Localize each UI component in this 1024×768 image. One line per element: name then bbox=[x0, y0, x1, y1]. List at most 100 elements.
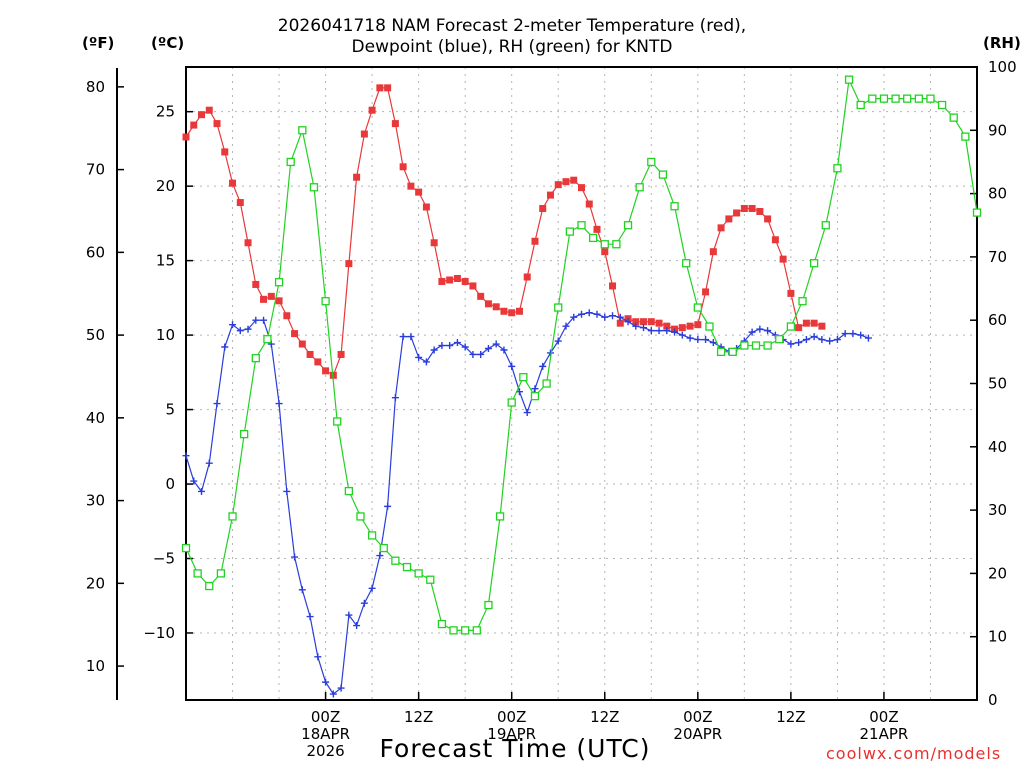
temperature-point bbox=[787, 289, 795, 297]
temperature-point bbox=[678, 324, 686, 332]
rh-point bbox=[740, 341, 749, 350]
dewpoint-point bbox=[539, 362, 547, 370]
rh-point bbox=[205, 581, 214, 591]
dewpoint-point bbox=[415, 353, 423, 361]
rh-point bbox=[937, 100, 947, 110]
rh-point bbox=[309, 183, 319, 192]
fahrenheit-tick-label: 50 bbox=[86, 326, 105, 344]
rh-point bbox=[577, 221, 586, 230]
rh-point bbox=[775, 335, 784, 344]
temperature-point bbox=[616, 319, 624, 327]
credit-link[interactable]: coolwx.com/models bbox=[826, 744, 1002, 763]
temperature-point bbox=[453, 274, 461, 282]
dewpoint-point bbox=[213, 400, 221, 408]
dewpoint-point bbox=[578, 310, 585, 318]
grid-layer bbox=[186, 67, 977, 700]
dewpoint-point bbox=[198, 487, 206, 495]
temperature-point bbox=[446, 276, 454, 284]
dewpoint-point bbox=[756, 325, 764, 333]
rh-point bbox=[891, 94, 900, 103]
temperature-point bbox=[182, 133, 190, 141]
dewpoint-point bbox=[461, 343, 469, 351]
rh-point bbox=[530, 392, 540, 401]
temperature-point bbox=[391, 120, 399, 128]
chart-title-line-2: Dewpoint (blue), RH (green) for KNTD bbox=[351, 37, 673, 57]
dewpoint-point bbox=[841, 330, 849, 338]
dewpoint-point bbox=[857, 331, 865, 339]
temperature-point bbox=[306, 350, 314, 358]
temperature-point bbox=[298, 340, 306, 348]
rh-point bbox=[856, 100, 865, 110]
temperature-point bbox=[314, 358, 322, 366]
rh-point bbox=[193, 569, 202, 578]
temperature-point bbox=[546, 191, 554, 199]
rh-tick-label: 60 bbox=[988, 311, 1007, 329]
rh-axis-label: (RH) bbox=[983, 34, 1021, 52]
rh-point bbox=[321, 297, 330, 306]
dewpoint-point bbox=[236, 327, 244, 335]
celsius-tick-label: 10 bbox=[156, 326, 175, 344]
temperature-point bbox=[205, 106, 213, 114]
rh-point bbox=[519, 373, 528, 382]
temperature-point bbox=[740, 204, 748, 212]
fahrenheit-tick-label: 40 bbox=[86, 409, 105, 427]
rh-point bbox=[833, 164, 842, 173]
dewpoint-point bbox=[593, 310, 601, 318]
rh-point bbox=[495, 512, 505, 521]
rh-point bbox=[716, 347, 726, 357]
dewpoint-point bbox=[810, 333, 818, 341]
rh-point bbox=[251, 354, 260, 363]
celsius-tick-label: 5 bbox=[165, 401, 175, 419]
x-tick-label: 00Z bbox=[311, 708, 340, 726]
rh-point bbox=[379, 543, 388, 553]
series-temperature bbox=[182, 84, 826, 379]
temperature-point bbox=[407, 182, 415, 190]
dewpoint-point bbox=[787, 340, 795, 348]
temperature-point bbox=[384, 84, 392, 92]
x-tick-label: 18APR bbox=[301, 725, 350, 743]
temperature-point bbox=[492, 303, 500, 311]
dewpoint-point bbox=[616, 313, 624, 321]
temperature-point bbox=[640, 318, 648, 326]
x-axis-label: Forecast Time (UTC) bbox=[379, 734, 651, 763]
temperature-point bbox=[709, 248, 717, 256]
temperature-point bbox=[190, 121, 198, 129]
temperature-point bbox=[601, 248, 609, 256]
rh-point bbox=[565, 227, 575, 236]
x-tick-label: 12Z bbox=[404, 708, 433, 726]
temperature-point bbox=[593, 225, 601, 233]
fahrenheit-axis-label: (ºF) bbox=[82, 34, 115, 52]
rh-tick-label: 20 bbox=[988, 564, 1007, 582]
x-tick-label: 20APR bbox=[673, 725, 722, 743]
temperature-point bbox=[562, 178, 570, 186]
temperature-point bbox=[275, 297, 283, 305]
rh-tick-label: 100 bbox=[988, 58, 1017, 76]
dewpoint-point bbox=[624, 318, 632, 326]
dewpoint-point bbox=[671, 328, 679, 336]
rh-point bbox=[670, 202, 679, 211]
dewpoint-point bbox=[360, 599, 368, 607]
rh-point bbox=[763, 341, 772, 350]
temperature-point bbox=[422, 203, 430, 211]
series-dewpoint bbox=[182, 309, 872, 698]
rh-tick-label: 10 bbox=[988, 628, 1007, 646]
dewpoint-point bbox=[562, 322, 570, 330]
rh-point bbox=[588, 233, 598, 243]
dewpoint-point bbox=[399, 333, 407, 341]
rh-point bbox=[798, 297, 807, 306]
rh-point bbox=[635, 183, 644, 192]
x-tick-label: 00Z bbox=[869, 708, 898, 726]
rh-point bbox=[554, 303, 563, 312]
dewpoint-line bbox=[185, 312, 869, 695]
dewpoint-point bbox=[702, 336, 710, 344]
rh-point bbox=[868, 94, 877, 103]
dewpoint-point bbox=[291, 553, 299, 561]
temperature-point bbox=[500, 307, 508, 315]
temperature-point bbox=[477, 292, 485, 300]
dewpoint-point bbox=[391, 394, 399, 402]
temperature-line bbox=[185, 87, 823, 377]
temperature-point bbox=[748, 204, 756, 212]
temperature-point bbox=[725, 215, 733, 223]
celsius-tick-label: 25 bbox=[156, 103, 175, 121]
